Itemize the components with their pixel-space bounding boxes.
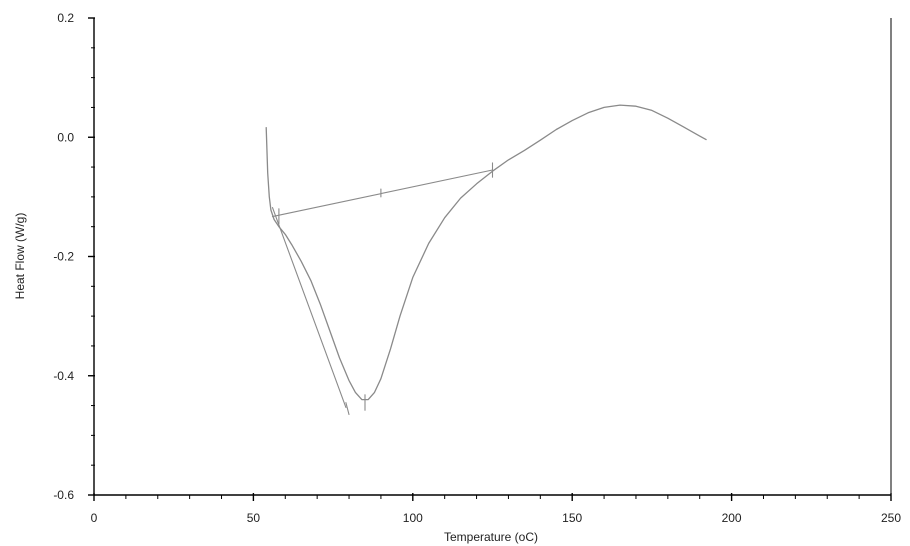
y-tick-label: -0.2: [53, 250, 74, 264]
y-tick-label: 0.2: [57, 11, 74, 25]
x-tick-label: 50: [247, 511, 261, 525]
x-tick-label: 250: [881, 511, 901, 525]
x-axis-title: Temperature (oC): [444, 530, 538, 544]
y-ticks: 0.2 0.0 -0.2 -0.4 -0.6: [53, 11, 95, 502]
construction-line: [345, 402, 350, 416]
x-tick-label: 200: [722, 511, 742, 525]
y-tick-label: 0.0: [57, 130, 74, 144]
x-tick-label: 150: [562, 511, 582, 525]
x-tick-label: 0: [91, 511, 98, 525]
construction-line: [271, 169, 494, 218]
y-axis-title: Heat Flow (W/g): [13, 213, 27, 300]
x-ticks: 0 50 100 150 200 250: [91, 493, 901, 525]
series-group: [265, 104, 707, 416]
y-tick-label: -0.4: [53, 369, 74, 383]
construction-line: [271, 207, 347, 408]
series-line: [265, 104, 707, 401]
y-tick-label: -0.6: [53, 488, 74, 502]
x-tick-label: 100: [403, 511, 423, 525]
